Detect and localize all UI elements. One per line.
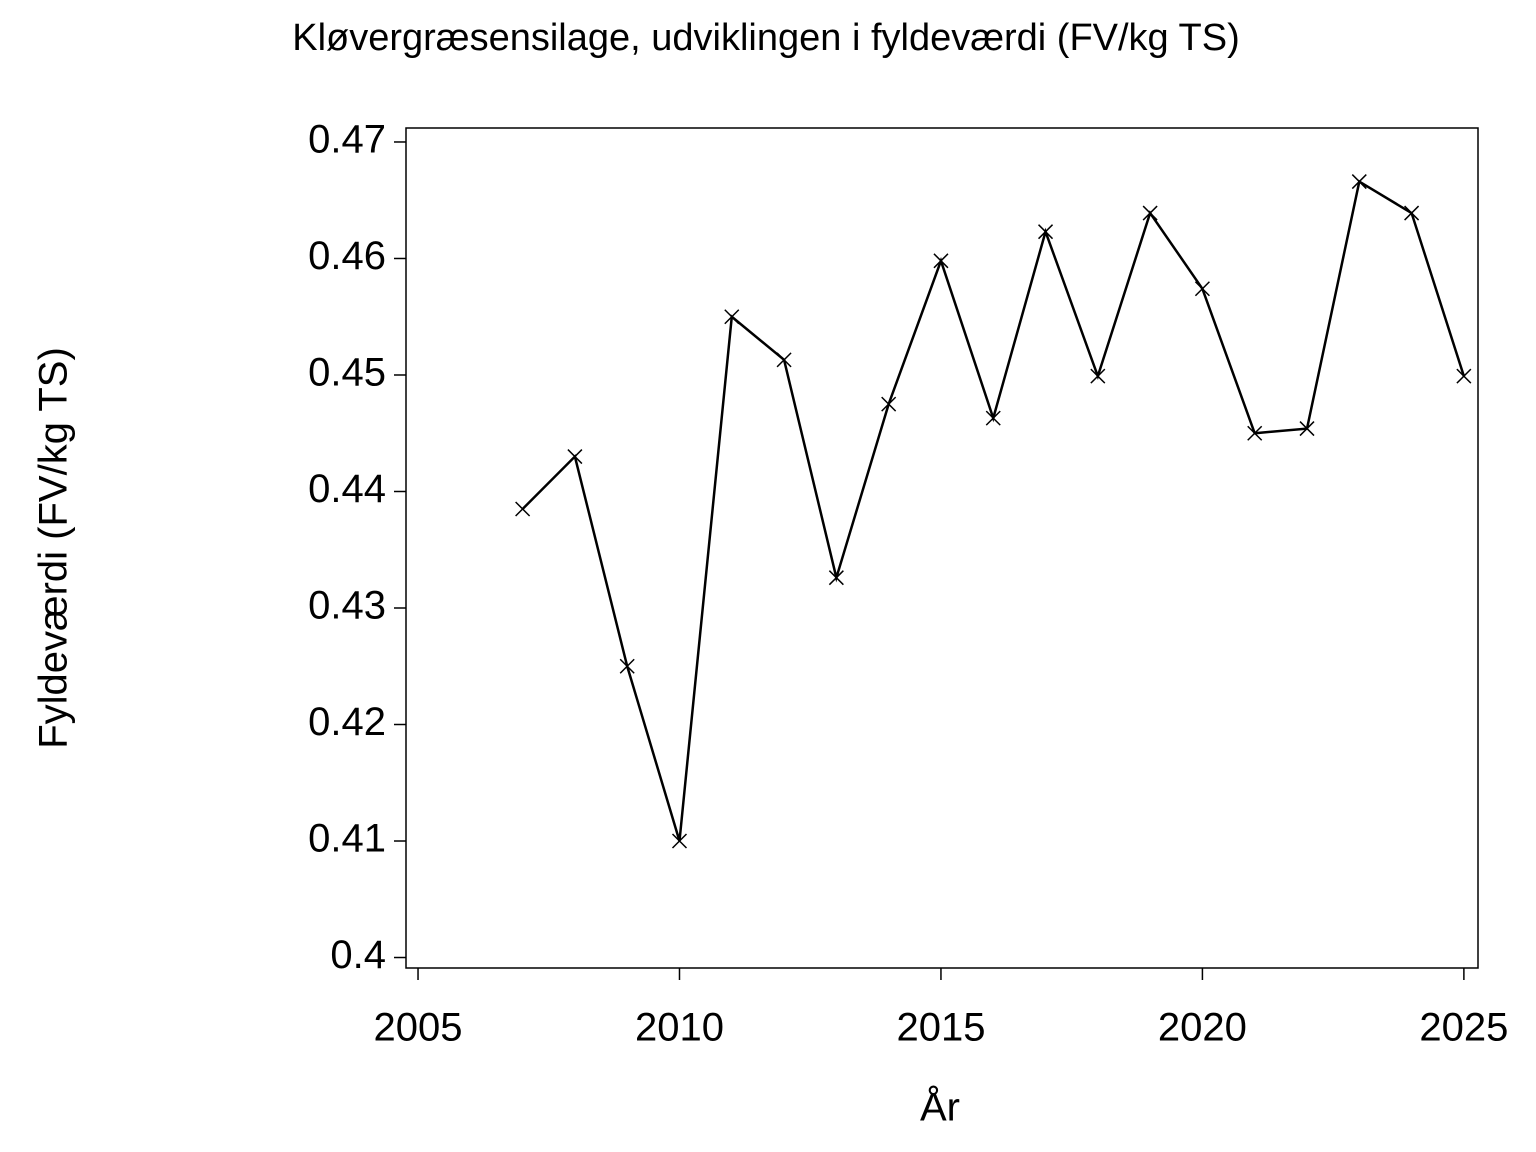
x-axis-label: År (920, 1085, 960, 1130)
data-marker (985, 410, 1001, 426)
data-marker (1351, 174, 1367, 190)
data-marker (1038, 224, 1054, 240)
y-tick-label: 0.44 (308, 467, 386, 511)
data-marker (1404, 205, 1420, 221)
data-marker (1299, 421, 1315, 437)
y-tick-label: 0.45 (308, 351, 386, 395)
data-marker (1247, 425, 1263, 441)
x-tick-label: 2005 (374, 1006, 463, 1050)
y-axis-label: Fyldeværdi (FV/kg TS) (32, 347, 76, 749)
data-marker (671, 833, 688, 849)
y-tick-label: 0.43 (308, 584, 386, 628)
plot-frame (405, 127, 1479, 969)
y-tick-label: 0.4 (330, 933, 386, 977)
x-tick-label: 2025 (1419, 1006, 1508, 1050)
data-marker (567, 449, 583, 465)
data-marker (1194, 281, 1210, 297)
data-marker (1090, 368, 1106, 384)
y-tick-label: 0.41 (308, 817, 386, 861)
data-marker (619, 658, 635, 674)
data-marker (776, 352, 792, 368)
data-marker (881, 396, 897, 412)
data-marker (1456, 368, 1472, 384)
data-marker (1142, 205, 1158, 221)
data-marker (933, 253, 949, 269)
x-tick-label: 2015 (896, 1006, 985, 1050)
chart-title: Kløvergræsensilage, udviklingen i fyldev… (292, 17, 1240, 59)
data-marker (828, 570, 844, 586)
data-line (521, 179, 1466, 842)
x-tick-label: 2010 (635, 1006, 724, 1050)
y-tick-label: 0.42 (308, 700, 386, 744)
data-marker (724, 309, 740, 325)
y-tick-label: 0.46 (308, 234, 386, 278)
y-tick-label: 0.47 (308, 118, 386, 162)
data-marker (515, 501, 531, 517)
x-tick-label: 2020 (1158, 1006, 1247, 1050)
